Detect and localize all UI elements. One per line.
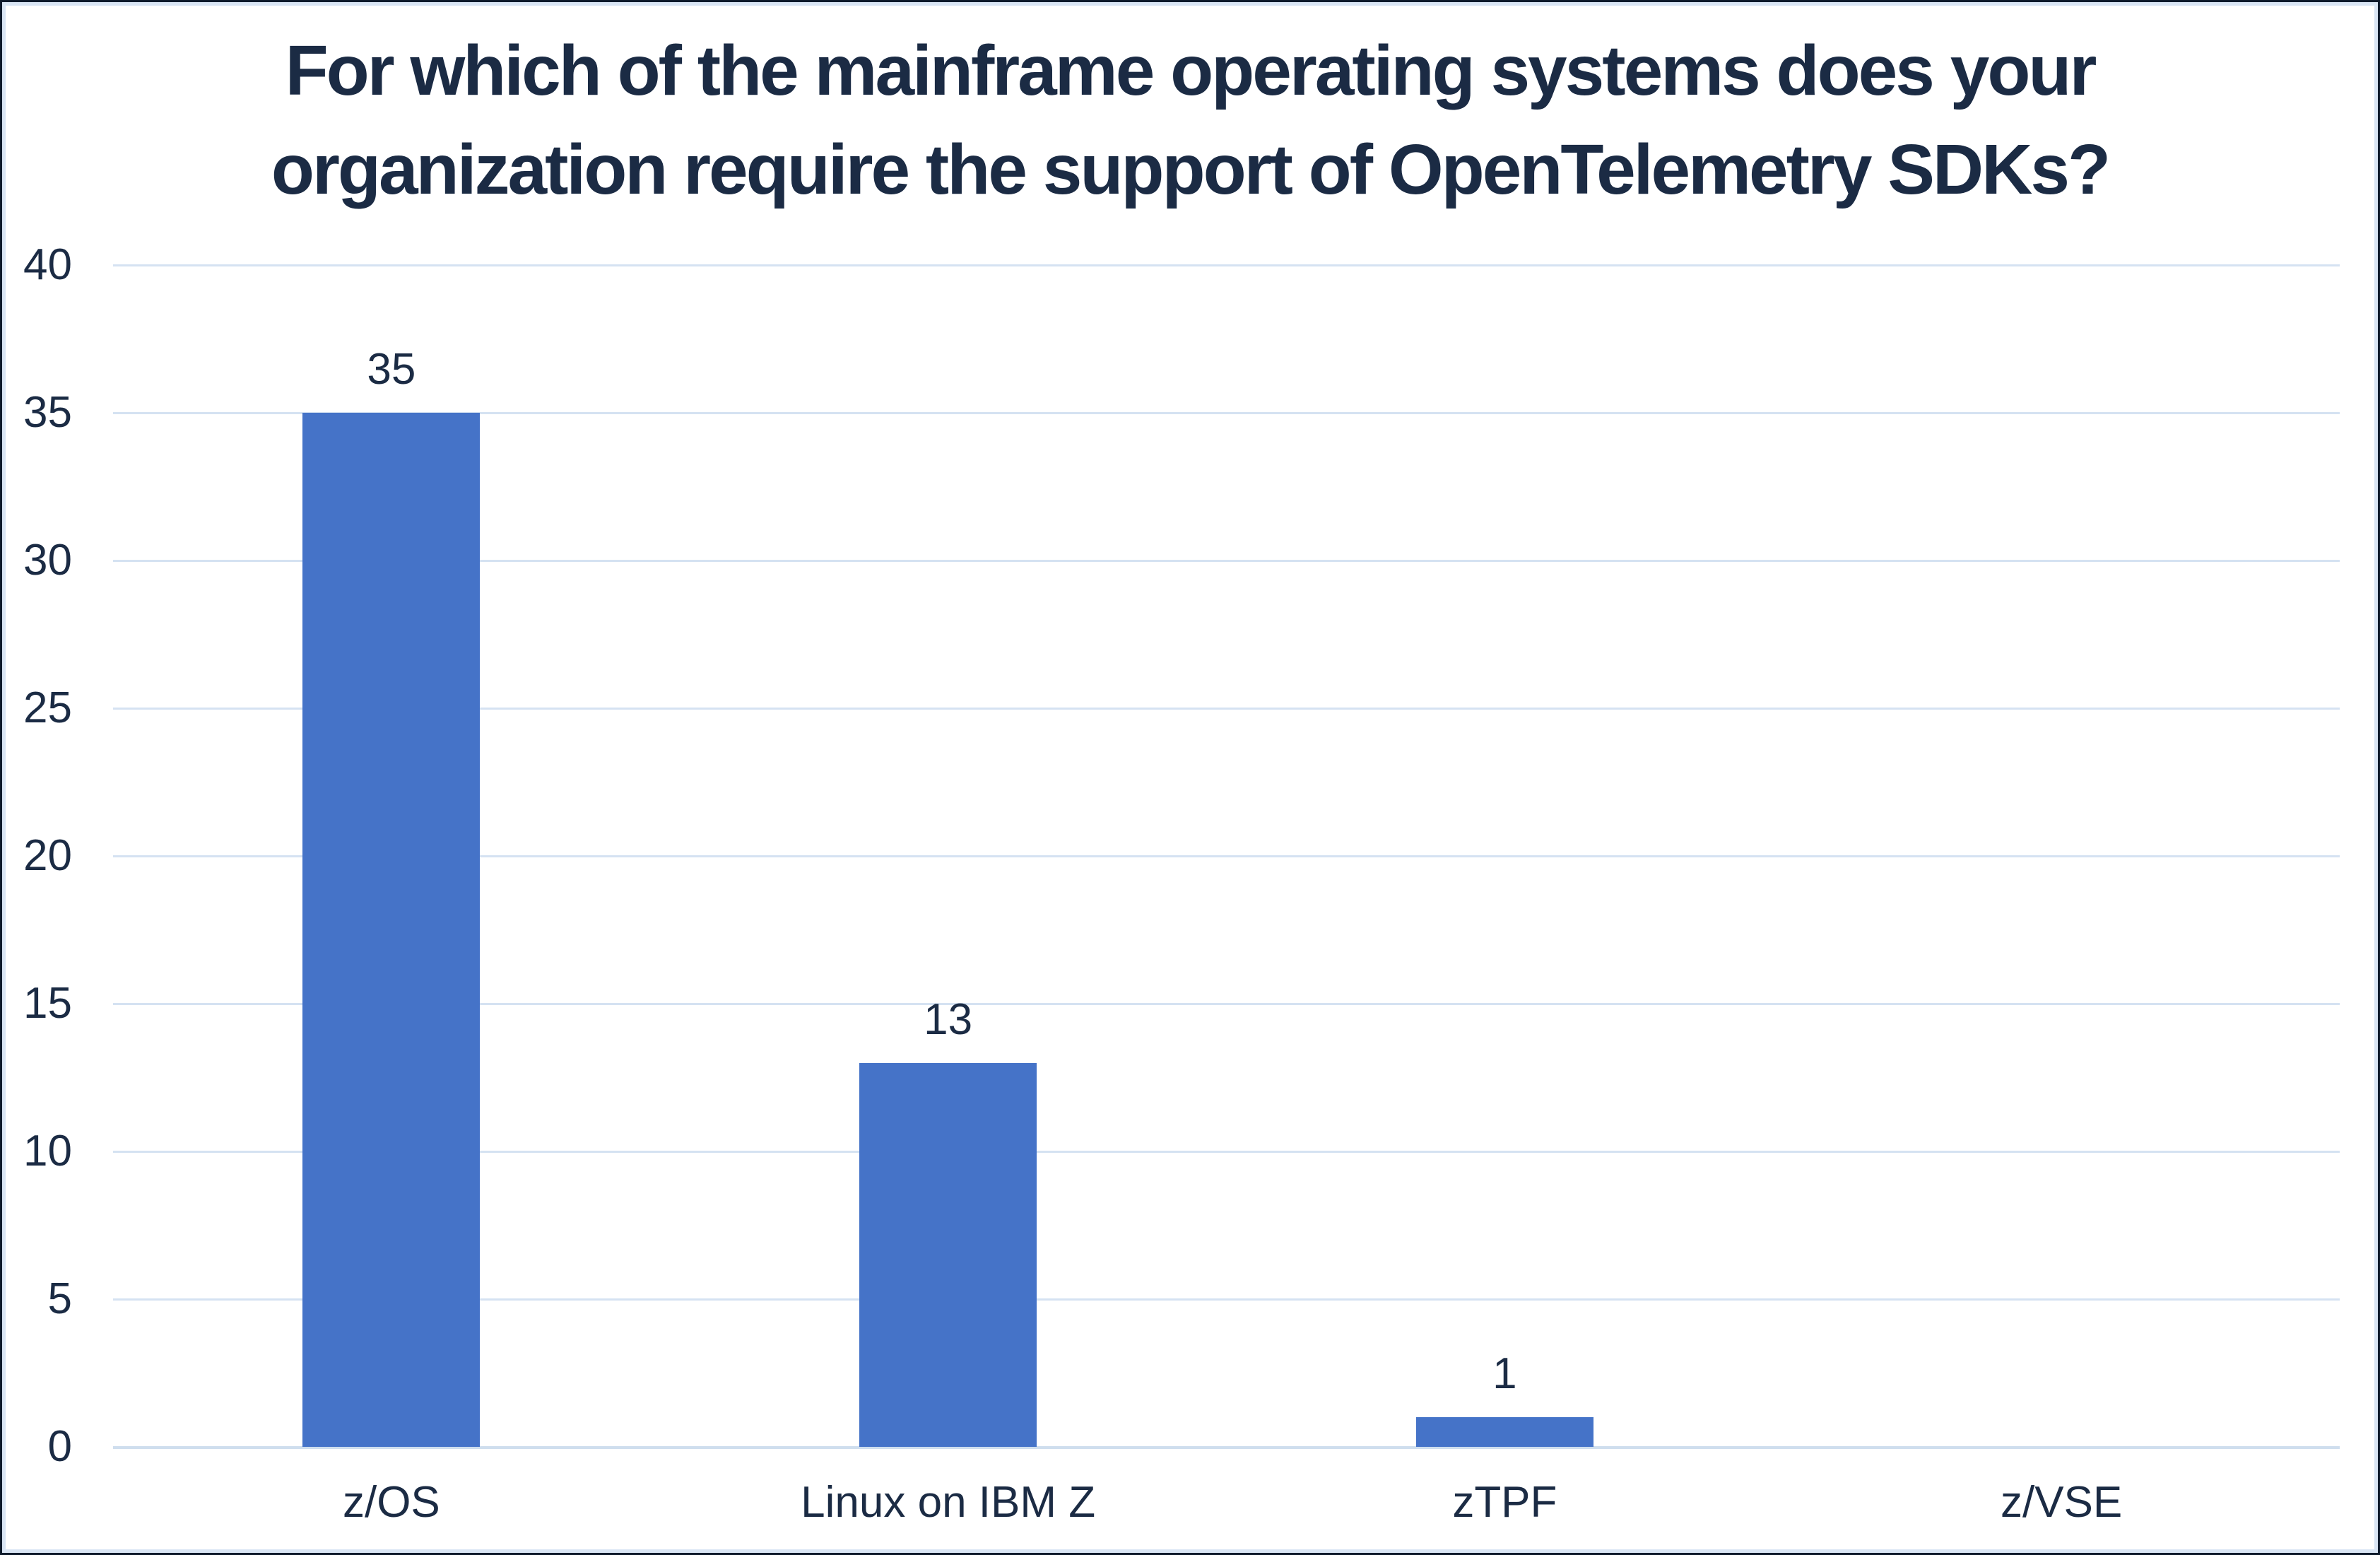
y-tick-label-25: 25: [23, 683, 72, 732]
y-tick-label-15: 15: [23, 979, 72, 1028]
gridline-y-15: [113, 1002, 2340, 1005]
y-tick-label-5: 5: [47, 1274, 72, 1323]
gridline-y-5: [113, 1298, 2340, 1301]
chart-title-line-2: organization require the support of Open…: [271, 130, 2111, 209]
y-tick-label-0: 0: [47, 1422, 72, 1471]
gridline-y-40: [113, 264, 2340, 266]
x-tick-label-linux-on-ibm-z: Linux on IBM Z: [801, 1478, 1096, 1527]
chart-title: For which of the mainframe operating sys…: [0, 21, 2380, 219]
y-axis: 0 5 10 15 20 25 30 35 40: [0, 243, 72, 1469]
y-tick-label-40: 40: [23, 240, 72, 289]
x-tick-label-ztpf: zTPF: [1452, 1478, 1557, 1527]
bar-value-label-linux-on-ibm-z: 13: [924, 994, 973, 1044]
x-axis-baseline: [113, 1445, 2340, 1449]
x-axis: z/OS Linux on IBM Z zTPF z/VSE: [113, 1477, 2340, 1528]
bar-value-label-ztpf: 1: [1492, 1349, 1517, 1399]
gridline-y-10: [113, 1150, 2340, 1153]
gridline-y-35: [113, 411, 2340, 414]
bar-linux-on-ibm-z: [859, 1062, 1037, 1447]
y-tick-label-30: 30: [23, 536, 72, 585]
gridline-y-20: [113, 855, 2340, 857]
x-tick-label-z-os: z/OS: [342, 1478, 440, 1527]
gridline-y-30: [113, 559, 2340, 562]
chart-title-line-1: For which of the mainframe operating sys…: [285, 31, 2097, 110]
y-tick-label-35: 35: [23, 388, 72, 437]
x-tick-label-z-vse: z/VSE: [2000, 1478, 2123, 1527]
bar-ztpf: [1415, 1417, 1593, 1447]
y-tick-label-10: 10: [23, 1127, 72, 1175]
plot-area: 35 13 1: [113, 264, 2340, 1449]
gridline-y-25: [113, 707, 2340, 710]
bar-z-os: [302, 413, 481, 1447]
y-tick-label-20: 20: [23, 831, 72, 880]
bar-value-label-z-os: 35: [367, 345, 416, 394]
